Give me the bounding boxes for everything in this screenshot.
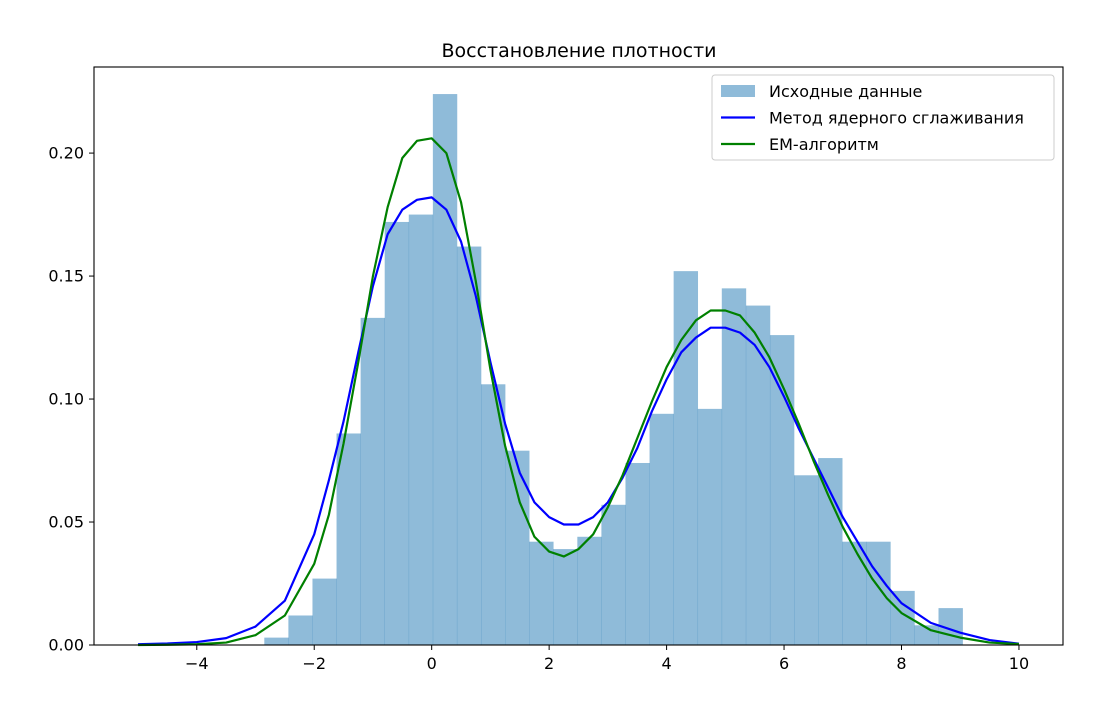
- x-tick-label-2: 0: [427, 654, 437, 673]
- histogram-bar-2: [312, 578, 337, 645]
- legend-label-1: Метод ядерного сглаживания: [769, 109, 1024, 128]
- histogram-bar-18: [697, 408, 723, 645]
- histogram-bar-21: [769, 335, 795, 645]
- legend: Исходные данные Метод ядерного сглаживани…: [711, 74, 1055, 161]
- histogram-bar-5: [384, 221, 410, 645]
- x-tick-label-7: 10: [1009, 654, 1029, 673]
- histogram-bars: [264, 94, 963, 646]
- legend-swatch-0: [721, 85, 755, 97]
- histogram-bar-0: [264, 637, 289, 645]
- legend-box: [711, 74, 1055, 161]
- y-tick-label-4: 0.20: [48, 144, 84, 163]
- histogram-bar-25: [866, 541, 891, 645]
- histogram-bar-24: [842, 541, 867, 645]
- y-tick-label-0: 0.00: [48, 636, 84, 655]
- x-tick-label-6: 8: [896, 654, 906, 673]
- histogram-bar-8: [456, 246, 482, 646]
- x-tick-label-5: 6: [779, 654, 789, 673]
- histogram-bar-13: [577, 536, 602, 645]
- series-line-0: [138, 196, 1020, 646]
- x-tick-label-3: 2: [544, 654, 554, 673]
- histogram-bar-19: [721, 288, 747, 645]
- histogram-bar-23: [818, 458, 843, 645]
- chart-title: Восстановление плотности: [441, 40, 716, 62]
- histogram-bar-16: [649, 413, 674, 645]
- histogram-bar-7: [432, 94, 458, 645]
- plot-frame: [93, 66, 1064, 646]
- histogram-bar-11: [529, 541, 554, 645]
- legend-label-0: Исходные данные: [769, 82, 922, 101]
- histogram-bar-10: [505, 450, 530, 645]
- x-tick-label-1: −2: [302, 654, 326, 673]
- histogram-bar-3: [336, 433, 361, 645]
- axes: −4 −2 0 2 4 6 8 10 0.00 0.05 0.10 0.15 0.20: [48, 66, 1064, 673]
- legend-label-2: ЕМ-алгоритм: [769, 135, 879, 154]
- x-tick-label-0: −4: [185, 654, 209, 673]
- histogram-bar-17: [673, 271, 699, 645]
- y-tick-label-2: 0.10: [48, 390, 84, 409]
- x-tick-label-4: 4: [661, 654, 671, 673]
- histogram-bar-15: [625, 462, 650, 645]
- histogram-bar-14: [601, 504, 626, 645]
- histogram-bar-12: [553, 549, 578, 645]
- y-tick-label-1: 0.05: [48, 513, 84, 532]
- histogram-bar-22: [794, 475, 819, 645]
- density-curves: [138, 137, 1020, 647]
- histogram-bar-4: [360, 317, 385, 645]
- histogram-bar-1: [288, 615, 313, 645]
- histogram-bar-20: [745, 305, 771, 645]
- series-line-1: [138, 137, 1020, 647]
- y-tick-label-3: 0.15: [48, 267, 84, 286]
- histogram-bar-6: [408, 214, 434, 645]
